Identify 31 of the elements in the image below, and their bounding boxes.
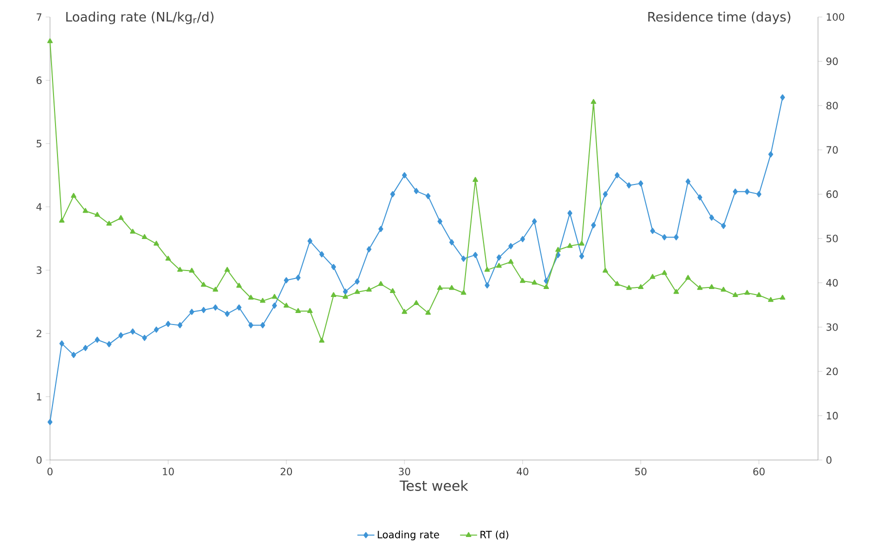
y-tick-label: 6 bbox=[36, 76, 42, 84]
y2-tick-label: 60 bbox=[826, 190, 838, 198]
x-axis-title: Test week bbox=[400, 480, 468, 491]
y-tick-label: 4 bbox=[36, 203, 42, 210]
y2-axis-title: Residence time (days) bbox=[648, 12, 790, 24]
y2-tick-label: 90 bbox=[826, 58, 838, 66]
y-tick-label: 7 bbox=[36, 13, 42, 21]
y2-tick-label: 10 bbox=[826, 412, 838, 420]
y-axis-title: Loading rate (NL/kg$_{r}$/d) bbox=[66, 12, 214, 24]
x-tick-label: 20 bbox=[280, 468, 292, 476]
y2-tick-label: 30 bbox=[826, 323, 838, 331]
x-tick-label: 10 bbox=[162, 468, 174, 476]
x-tick-label: 0 bbox=[47, 468, 53, 476]
y2-tick-label: 100 bbox=[826, 13, 844, 21]
x-tick-label: 50 bbox=[635, 468, 646, 476]
y2-tick-label: 40 bbox=[826, 279, 838, 287]
x-tick-label: 40 bbox=[516, 468, 528, 476]
legend-label: Loading rate bbox=[378, 530, 440, 540]
y-tick-label: 0 bbox=[36, 456, 42, 464]
y-tick-label: 3 bbox=[36, 266, 42, 274]
x-tick-label: 60 bbox=[753, 468, 765, 476]
y-tick-label: 5 bbox=[36, 140, 42, 148]
y-tick-label: 2 bbox=[36, 330, 42, 338]
y2-tick-label: 80 bbox=[826, 102, 838, 110]
y2-tick-label: 70 bbox=[826, 146, 838, 154]
x-tick-label: 30 bbox=[398, 468, 410, 476]
y-tick-label: 1 bbox=[36, 393, 42, 400]
y2-tick-label: 50 bbox=[826, 234, 838, 242]
legend-label: RT (d) bbox=[480, 530, 508, 540]
y2-tick-label: 0 bbox=[826, 456, 832, 464]
y2-tick-label: 20 bbox=[826, 368, 838, 376]
